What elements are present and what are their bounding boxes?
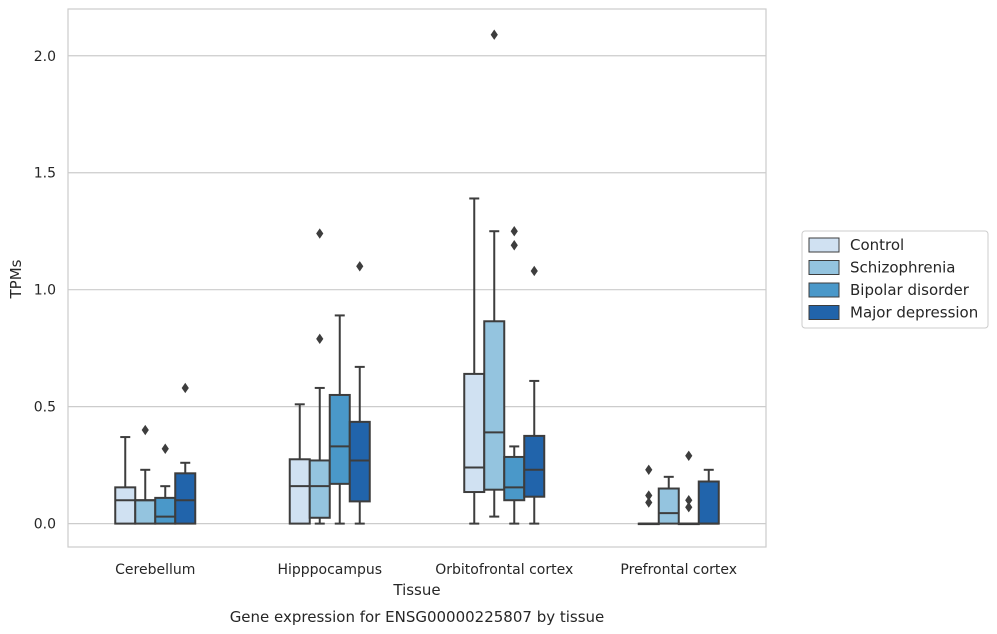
x-tick-label: Hipppocampus (277, 562, 382, 578)
box-body (308, 459, 331, 519)
box-control (463, 197, 486, 525)
box-body (463, 372, 486, 494)
legend-frame (801, 230, 989, 329)
box-body (134, 499, 157, 525)
x-tick-label: Cerebellum (115, 562, 195, 578)
y-tick-label: 1.5 (34, 166, 56, 182)
box-body (114, 486, 137, 525)
outlier-point (645, 464, 653, 476)
x-tick-labels: Cerebellum Hipppocampus Orbitofrontal cort… (115, 562, 737, 578)
box-major-depression (174, 382, 197, 525)
outlier-point (645, 490, 653, 501)
box-schizophrenia (657, 475, 680, 525)
outlier-point (161, 443, 169, 454)
box-body (483, 320, 506, 491)
outlier-point (316, 333, 324, 345)
outlier-point (685, 502, 693, 513)
box-schizophrenia (308, 228, 331, 525)
box-body (288, 458, 311, 525)
box-bipolar-disorder (677, 450, 700, 526)
legend: Control Schizophrenia Bipolar disorder Majo… (801, 230, 989, 329)
outlier-point (645, 497, 653, 508)
outlier-point (685, 450, 693, 461)
legend-swatch (808, 305, 840, 320)
outlier-point (316, 228, 324, 239)
box-major-depression (697, 468, 720, 525)
box-control (288, 403, 311, 525)
plot-area-frame (67, 8, 767, 548)
outlier-point (510, 226, 518, 237)
box-body (503, 455, 526, 502)
box-groups (114, 29, 720, 526)
y-tick-label: 2.0 (34, 49, 56, 65)
box-bipolar-disorder (328, 314, 351, 525)
outlier-point (530, 265, 538, 277)
box-body (174, 472, 197, 525)
box-body (348, 420, 371, 503)
box-body (657, 487, 680, 525)
box-bipolar-disorder (154, 443, 177, 525)
legend-swatch (808, 282, 840, 298)
outlier-point (685, 495, 693, 506)
box-major-depression (523, 265, 546, 525)
legend-label: Schizophrenia (850, 259, 955, 277)
outlier-point (356, 261, 364, 272)
y-tick-label: 1.0 (34, 283, 56, 299)
box-major-depression (348, 261, 371, 525)
y-tick-label: 0.5 (34, 400, 56, 416)
outlier-point (490, 29, 498, 40)
x-tick-label: Prefrontal cortex (620, 562, 737, 578)
legend-label: Control (850, 236, 904, 254)
outlier-point (510, 240, 518, 251)
box-body (697, 480, 720, 525)
y-axis-label: TPMs (7, 259, 25, 299)
outlier-point (181, 382, 189, 394)
legend-swatch (808, 260, 840, 275)
legend-swatch (808, 237, 840, 253)
legend-label: Bipolar disorder (850, 281, 970, 299)
chart-caption: Gene expression for ENSG00000225807 by t… (230, 608, 605, 626)
x-axis-label: Tissue (392, 581, 440, 599)
y-tick-label: 0.0 (34, 517, 56, 533)
y-tick-labels: 0.0 0.5 1.0 1.5 2.0 (34, 49, 56, 533)
outlier-point (141, 424, 149, 436)
box-body (523, 434, 546, 498)
box-body (154, 496, 177, 525)
box-body (328, 393, 351, 485)
box-schizophrenia (483, 29, 506, 518)
legend-label: Major depression (850, 304, 978, 322)
x-tick-label: Orbitofrontal cortex (435, 562, 573, 578)
